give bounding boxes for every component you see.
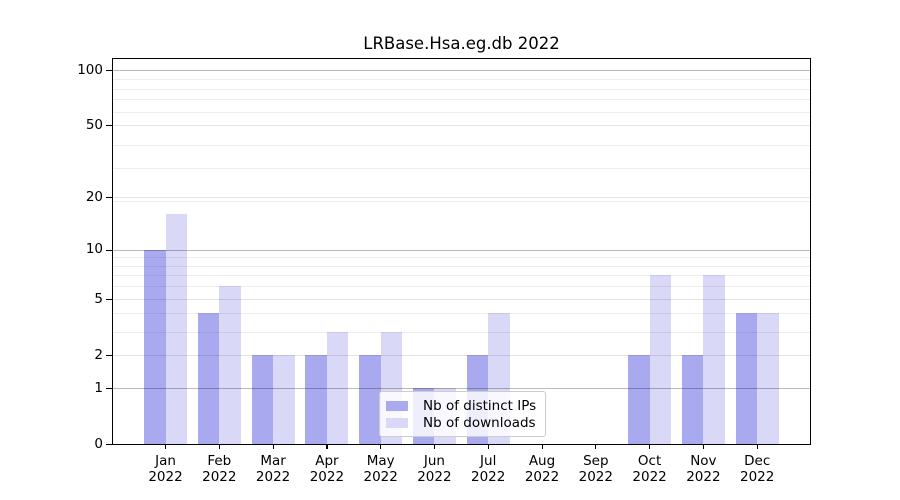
legend-item-distinct-ips: Nb of distinct IPs	[386, 398, 545, 414]
y-tick-label-10: 10	[85, 241, 103, 258]
x-tick-mark	[702, 444, 705, 449]
legend-item-downloads: Nb of downloads	[386, 415, 545, 431]
x-tick-mark	[541, 444, 543, 449]
x-tick-label-jan: Jan 2022	[148, 453, 183, 485]
y-tick-label-0: 0	[94, 436, 103, 452]
x-tick-mark	[595, 444, 597, 449]
bar-downloads-jan	[165, 214, 187, 444]
bar-downloads-apr	[326, 331, 349, 444]
y-tick-mark	[106, 249, 113, 251]
bar-distinct-ips-nov	[681, 354, 704, 444]
gridline-minor	[113, 168, 810, 170]
y-tick-label-1: 1	[94, 379, 103, 396]
x-tick-label-nov: Nov 2022	[686, 453, 721, 485]
gridline-minor	[113, 313, 810, 315]
bar-downloads-mar	[273, 354, 295, 444]
legend-swatch-distinct-ips	[386, 401, 408, 411]
y-tick-mark	[106, 125, 113, 127]
x-tick-label-oct: Oct 2022	[632, 453, 667, 485]
y-tick-mark	[106, 444, 113, 446]
y-tick-mark	[106, 298, 113, 300]
x-tick-mark	[487, 444, 489, 449]
gridline-minor	[113, 99, 810, 101]
plot-area: Nb of distinct IPs Nb of downloads	[112, 58, 811, 445]
x-tick-mark	[433, 444, 436, 449]
legend-swatch-downloads	[386, 418, 408, 428]
x-tick-mark	[756, 444, 758, 449]
bar-distinct-ips-dec	[735, 313, 758, 444]
gridline-mid	[113, 298, 810, 300]
x-tick-label-dec: Dec 2022	[740, 453, 775, 485]
gridline-mid	[113, 125, 810, 126]
x-tick-label-may: May 2022	[363, 453, 398, 485]
y-tick-label-2: 2	[94, 346, 103, 363]
y-tick-label-100: 100	[77, 61, 103, 78]
y-tick-label-20: 20	[85, 189, 103, 205]
x-tick-mark	[218, 444, 220, 449]
x-tick-mark	[165, 444, 167, 449]
y-tick-label-5: 5	[94, 290, 103, 307]
x-tick-label-feb: Feb 2022	[202, 453, 237, 485]
y-tick-mark	[106, 354, 113, 357]
y-tick-label-50: 50	[85, 117, 103, 134]
gridline-minor	[113, 286, 810, 288]
legend-label-downloads: Nb of downloads	[423, 415, 536, 431]
gridline-minor	[113, 257, 810, 259]
x-tick-mark	[272, 444, 274, 449]
x-tick-mark	[649, 444, 651, 449]
x-tick-mark	[380, 444, 382, 449]
bar-downloads-feb	[219, 286, 241, 444]
legend: Nb of distinct IPs Nb of downloads	[379, 391, 546, 437]
y-tick-mark	[106, 69, 113, 71]
gridline-minor	[113, 201, 810, 202]
legend-label-distinct-ips: Nb of distinct IPs	[423, 398, 537, 414]
gridline-minor	[113, 265, 810, 267]
gridline-minor	[113, 331, 810, 333]
x-tick-label-jul: Jul 2022	[471, 453, 506, 485]
gridline-mid	[113, 197, 810, 198]
bar-distinct-ips-apr	[305, 354, 327, 444]
bar-distinct-ips-mar	[251, 354, 274, 444]
x-tick-label-apr: Apr 2022	[309, 453, 345, 485]
x-tick-label-aug: Aug 2022	[524, 453, 560, 485]
gridline-minor	[113, 275, 810, 277]
gridline-major	[113, 249, 810, 251]
x-tick-mark	[326, 444, 328, 449]
bar-downloads-oct	[649, 275, 672, 444]
gridline-minor	[113, 111, 810, 113]
x-tick-label-mar: Mar 2022	[255, 453, 291, 485]
bar-distinct-ips-oct	[628, 354, 650, 444]
x-tick-label-jun: Jun 2022	[417, 453, 452, 485]
x-tick-label-sep: Sep 2022	[578, 453, 613, 485]
gridline-major	[113, 69, 810, 71]
y-tick-mark	[106, 197, 113, 199]
gridline-minor	[113, 144, 810, 146]
gridline-mid	[113, 354, 810, 356]
bar-distinct-ips-may	[359, 354, 381, 444]
bar-distinct-ips-jan	[144, 249, 166, 444]
bar-distinct-ips-feb	[197, 313, 220, 444]
y-tick-mark	[106, 387, 113, 389]
chart-title: LRBase.Hsa.eg.db 2022	[363, 34, 560, 53]
gridline-major	[113, 387, 810, 389]
gridline-minor	[113, 88, 810, 90]
bar-downloads-nov	[703, 275, 725, 444]
bar-downloads-dec	[757, 313, 779, 444]
gridline-minor	[113, 78, 810, 80]
